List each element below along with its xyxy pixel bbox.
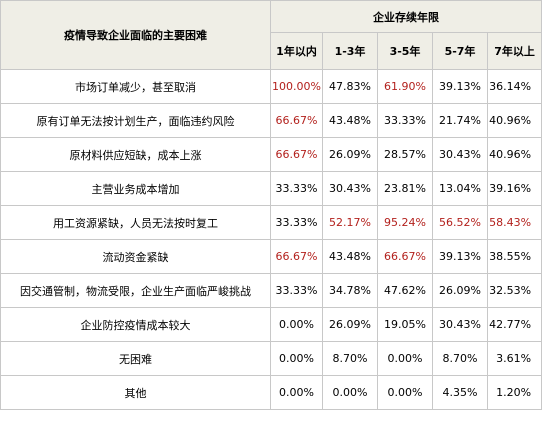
table-body: 市场订单减少，甚至取消 100.00% 47.83% 61.90% 39.13% 36.1… (0, 69, 543, 410)
table-row: 企业防控疫情成本较大 0.00% 26.09% 19.05% 30.43% 42.77% (0, 307, 543, 342)
value-cell: 33.33% (377, 103, 433, 138)
column-header: 7年以上 (486, 32, 543, 70)
row-label: 原材料供应短缺，成本上涨 (0, 137, 271, 172)
value-cell: 52.17% (322, 205, 378, 240)
value-cell: 39.13% (432, 239, 488, 274)
row-label: 企业防控疫情成本较大 (0, 307, 271, 342)
column-header: 1-3年 (322, 32, 378, 70)
value-cell: 33.33% (270, 273, 323, 308)
value-cell: 4.35% (432, 375, 488, 410)
value-cell: 66.67% (270, 239, 323, 274)
value-cell: 58.43% (486, 205, 543, 240)
value-cell: 23.81% (377, 171, 433, 206)
table-row: 原材料供应短缺，成本上涨 66.67% 26.09% 28.57% 30.43% 40.9… (0, 137, 543, 172)
value-cell: 43.48% (322, 103, 378, 138)
row-label: 流动资金紧缺 (0, 239, 271, 274)
corner-header: 疫情导致企业面临的主要困难 (0, 0, 271, 70)
table-row: 流动资金紧缺 66.67% 43.48% 66.67% 39.13% 38.55% (0, 239, 543, 274)
value-cell: 3.61% (486, 341, 543, 376)
value-cell: 8.70% (432, 341, 488, 376)
value-cell: 13.04% (432, 171, 488, 206)
table-row: 主营业务成本增加 33.33% 30.43% 23.81% 13.04% 39.16% (0, 171, 543, 206)
row-label: 主营业务成本增加 (0, 171, 271, 206)
value-cell: 66.67% (377, 239, 433, 274)
value-cell: 47.62% (377, 273, 433, 308)
value-cell: 36.14% (486, 69, 543, 104)
value-cell: 40.96% (486, 137, 543, 172)
column-header-row: 1年以内 1-3年 3-5年 5-7年 7年以上 (1, 32, 543, 70)
table-row: 其他 0.00% 0.00% 0.00% 4.35% 1.20% (0, 375, 543, 410)
row-label: 原有订单无法按计划生产，面临违约风险 (0, 103, 271, 138)
value-cell: 0.00% (270, 341, 323, 376)
value-cell: 43.48% (322, 239, 378, 274)
value-cell: 28.57% (377, 137, 433, 172)
value-cell: 0.00% (322, 375, 378, 410)
value-cell: 8.70% (322, 341, 378, 376)
value-cell: 95.24% (377, 205, 433, 240)
row-label: 市场订单减少，甚至取消 (0, 69, 271, 104)
table-row: 原有订单无法按计划生产，面临违约风险 66.67% 43.48% 33.33% 21.7… (0, 103, 543, 138)
value-cell: 30.43% (432, 307, 488, 342)
table-row: 用工资源紧缺，人员无法按时复工 33.33% 52.17% 95.24% 56.52% 5… (0, 205, 543, 240)
value-cell: 39.13% (432, 69, 488, 104)
value-cell: 0.00% (377, 341, 433, 376)
table-row: 市场订单减少，甚至取消 100.00% 47.83% 61.90% 39.13% 36.1… (0, 69, 543, 104)
value-cell: 21.74% (432, 103, 488, 138)
value-cell: 1.20% (486, 375, 543, 410)
table-row: 因交通管制，物流受限，企业生产面临严峻挑战 33.33% 34.78% 47.62% 2… (0, 273, 543, 308)
value-cell: 26.09% (322, 307, 378, 342)
value-cell: 26.09% (322, 137, 378, 172)
value-cell: 56.52% (432, 205, 488, 240)
difficulty-by-company-age-table: 疫情导致企业面临的主要困难 企业存续年限 1年以内 1-3年 3-5年 5-7年 7年以… (0, 0, 543, 410)
value-cell: 0.00% (377, 375, 433, 410)
value-cell: 47.83% (322, 69, 378, 104)
value-cell: 26.09% (432, 273, 488, 308)
value-cell: 42.77% (486, 307, 543, 342)
column-header: 3-5年 (377, 32, 433, 70)
value-cell: 33.33% (270, 205, 323, 240)
column-header: 1年以内 (270, 32, 323, 70)
row-label: 无困难 (0, 341, 271, 376)
row-label: 因交通管制，物流受限，企业生产面临严峻挑战 (0, 273, 271, 308)
value-cell: 30.43% (432, 137, 488, 172)
value-cell: 0.00% (270, 375, 323, 410)
value-cell: 39.16% (486, 171, 543, 206)
value-cell: 38.55% (486, 239, 543, 274)
value-cell: 61.90% (377, 69, 433, 104)
value-cell: 100.00% (270, 69, 323, 104)
value-cell: 66.67% (270, 137, 323, 172)
value-cell: 34.78% (322, 273, 378, 308)
value-cell: 19.05% (377, 307, 433, 342)
group-header: 企业存续年限 (269, 0, 543, 33)
row-label: 其他 (0, 375, 271, 410)
column-header: 5-7年 (432, 32, 488, 70)
value-cell: 32.53% (486, 273, 543, 308)
row-label: 用工资源紧缺，人员无法按时复工 (0, 205, 271, 240)
value-cell: 30.43% (322, 171, 378, 206)
value-cell: 40.96% (486, 103, 543, 138)
value-cell: 0.00% (270, 307, 323, 342)
value-cell: 66.67% (270, 103, 323, 138)
value-cell: 33.33% (270, 171, 323, 206)
table-row: 无困难 0.00% 8.70% 0.00% 8.70% 3.61% (0, 341, 543, 376)
